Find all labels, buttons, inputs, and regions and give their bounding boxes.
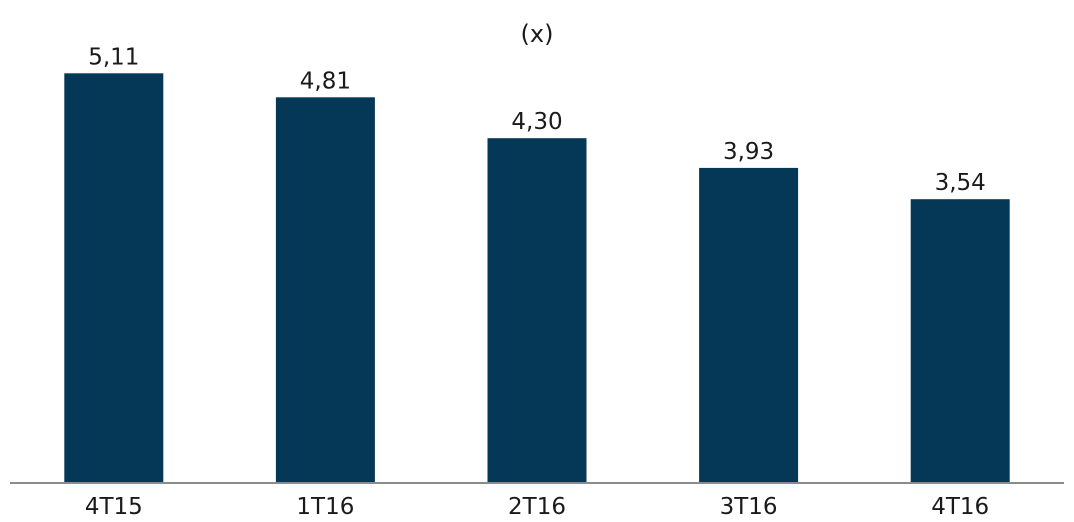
bar-4T15 — [64, 73, 164, 484]
bar-3T16 — [699, 167, 799, 483]
x-tick-label-2T16: 2T16 — [508, 494, 566, 520]
x-tick-label-4T15: 4T15 — [85, 494, 143, 520]
x-tick-label-3T16: 3T16 — [720, 494, 778, 520]
x-tick-label-1T16: 1T16 — [296, 494, 354, 520]
value-label-3T16: 3,93 — [723, 139, 774, 165]
value-label-1T16: 4,81 — [300, 68, 351, 94]
value-label-4T16: 3,54 — [935, 170, 986, 196]
x-tick-label-4T16: 4T16 — [931, 494, 989, 520]
value-labels-group: 5,11 4,81 4,30 3,93 3,54 — [88, 44, 986, 196]
chart-title: (x) — [521, 20, 554, 48]
bars-group — [64, 73, 1010, 484]
x-tick-labels-group: 4T15 1T16 2T16 3T16 4T16 — [85, 494, 989, 520]
value-label-2T16: 4,30 — [511, 109, 562, 135]
bar-1T16 — [275, 97, 375, 484]
bar-4T16 — [910, 199, 1010, 483]
value-label-4T15: 5,11 — [88, 44, 139, 70]
bar-2T16 — [487, 138, 587, 483]
